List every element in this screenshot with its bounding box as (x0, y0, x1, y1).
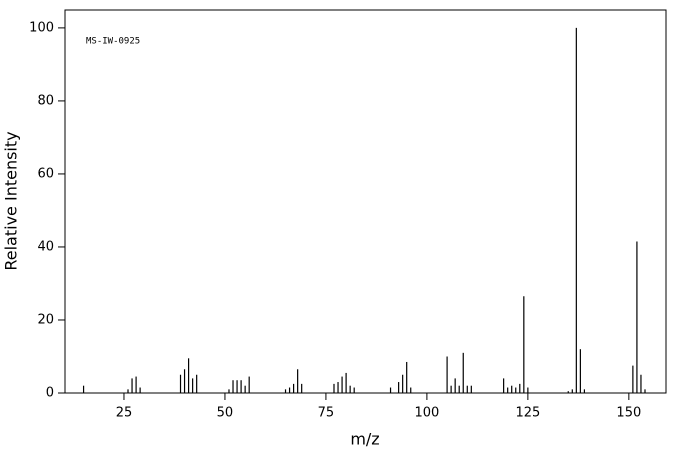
annotation: MS-IW-0925 (86, 37, 140, 47)
x-tick-label: 100 (414, 406, 439, 421)
x-axis-title: m/z (350, 430, 379, 449)
x-tick-label: 25 (116, 406, 133, 421)
x-tick-label: 50 (217, 406, 234, 421)
plot-frame (64, 9, 667, 394)
y-tick-label: 40 (37, 239, 54, 254)
x-tick-label: 150 (616, 406, 641, 421)
y-tick-label: 100 (29, 20, 54, 35)
y-tick-label: 80 (37, 93, 54, 108)
y-axis-title: Relative Intensity (2, 131, 21, 270)
x-tick-label: 75 (318, 406, 335, 421)
x-tick-label: 125 (515, 406, 540, 421)
y-tick-label: 60 (37, 166, 54, 181)
y-tick-label: 20 (37, 312, 54, 327)
y-tick-label: 0 (46, 386, 54, 401)
